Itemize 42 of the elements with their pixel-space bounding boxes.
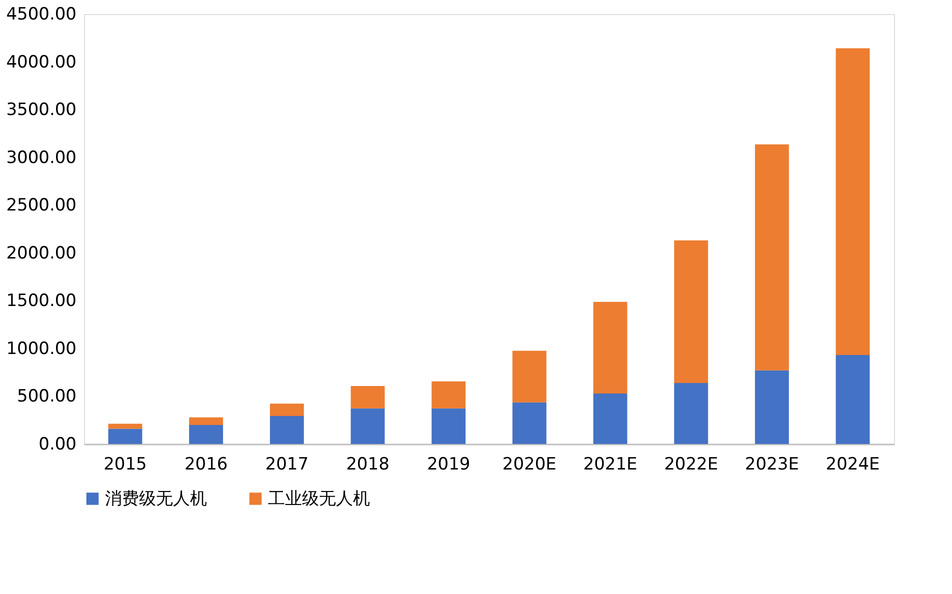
x-tick-label: 2020E bbox=[502, 454, 556, 474]
bar bbox=[270, 404, 304, 416]
bar bbox=[754, 370, 789, 444]
y-tick-label: 2500.00 bbox=[6, 196, 76, 216]
legend-label: 消费级无人机 bbox=[105, 488, 207, 509]
bar bbox=[108, 428, 142, 444]
x-tick-label: 2018 bbox=[346, 454, 390, 474]
bar bbox=[754, 144, 789, 370]
bar bbox=[350, 386, 385, 408]
y-tick-label: 2000.00 bbox=[6, 243, 76, 264]
x-tick-label: 2023E bbox=[744, 454, 799, 474]
y-tick-label: 0.00 bbox=[38, 434, 76, 454]
x-tick-label: 2022E bbox=[664, 454, 718, 474]
y-tick-label: 1500.00 bbox=[6, 291, 76, 312]
bar bbox=[108, 424, 142, 429]
x-tick-label: 2015 bbox=[104, 454, 147, 474]
bar bbox=[189, 417, 224, 425]
x-tick-label: 2016 bbox=[184, 454, 228, 474]
y-tick-label: 4500.00 bbox=[6, 4, 76, 24]
x-tick-label: 2019 bbox=[426, 454, 470, 474]
y-tick-label: 1000.00 bbox=[6, 338, 76, 359]
bar bbox=[512, 402, 546, 444]
bar bbox=[836, 48, 870, 356]
bar bbox=[432, 408, 466, 444]
y-tick-label: 4000.00 bbox=[6, 52, 76, 72]
legend-label: 工业级无人机 bbox=[268, 488, 370, 509]
x-tick-label: 2017 bbox=[265, 454, 309, 474]
bar bbox=[512, 350, 546, 402]
bar bbox=[432, 381, 466, 408]
bar bbox=[593, 393, 628, 444]
y-tick-label: 500.00 bbox=[17, 386, 76, 407]
y-tick-label: 3500.00 bbox=[6, 100, 76, 120]
bar bbox=[674, 383, 708, 444]
y-tick-label: 3000.00 bbox=[6, 148, 76, 168]
bar bbox=[593, 302, 628, 394]
bar bbox=[674, 240, 708, 384]
x-tick-label: 2021E bbox=[583, 454, 638, 474]
bar bbox=[270, 416, 304, 444]
x-tick-label: 2024E bbox=[826, 454, 880, 474]
bar bbox=[189, 424, 224, 444]
bar bbox=[350, 408, 385, 444]
bar bbox=[836, 355, 870, 444]
